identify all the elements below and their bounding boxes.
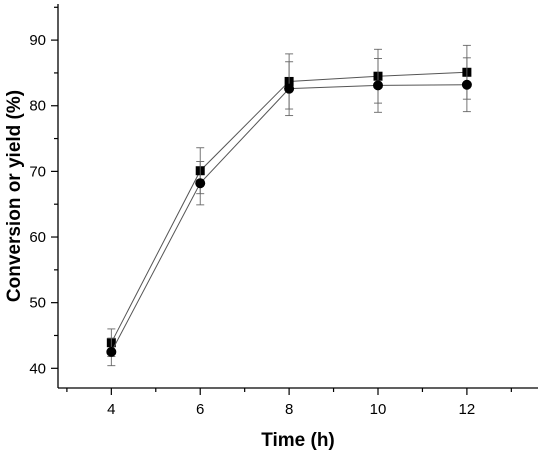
y-axis-title: Conversion or yield (%) <box>4 90 25 302</box>
x-axis-title: Time (h) <box>261 430 335 451</box>
circle-point <box>373 80 383 91</box>
y-tick-label: 90 <box>29 32 46 49</box>
x-tick-label: 10 <box>370 401 387 418</box>
y-tick-label: 50 <box>29 295 46 312</box>
y-tick-label: 70 <box>29 163 46 180</box>
x-tick-label: 8 <box>285 401 293 418</box>
y-tick-label: 80 <box>29 98 46 115</box>
y-tick-label: 60 <box>29 229 46 246</box>
y-ticks: 40 50 60 70 80 90 <box>29 6 58 377</box>
series-2 <box>106 57 472 367</box>
circle-point <box>284 83 295 94</box>
series-line <box>110 84 467 353</box>
x-tick-label: 4 <box>107 401 115 418</box>
x-tick-label: 6 <box>196 401 204 418</box>
circle-point <box>106 346 117 357</box>
circle-point <box>461 79 472 90</box>
x-tick-label: 12 <box>459 401 476 418</box>
x-ticks: 4 6 8 10 12 <box>66 388 512 418</box>
y-tick-label: 40 <box>29 360 46 377</box>
series-group <box>106 44 472 367</box>
circle-point <box>195 178 206 189</box>
axes <box>57 4 538 389</box>
